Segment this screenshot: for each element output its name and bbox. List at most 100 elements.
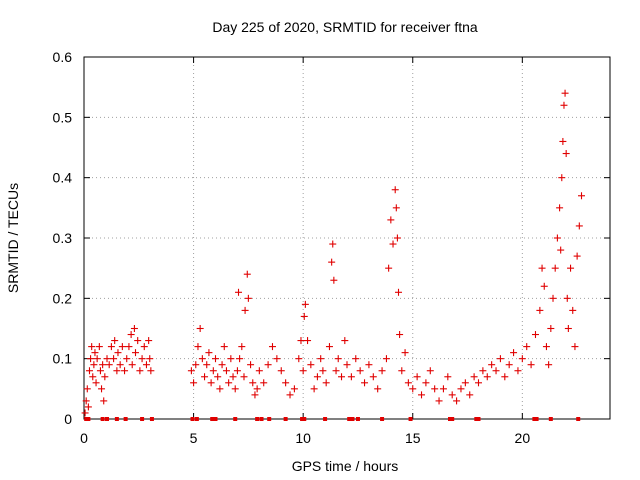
data-point bbox=[222, 367, 230, 375]
data-point bbox=[260, 379, 268, 387]
data-point bbox=[536, 306, 544, 314]
data-point bbox=[573, 252, 581, 260]
data-point bbox=[338, 373, 346, 381]
data-point bbox=[240, 373, 248, 381]
data-point bbox=[190, 379, 198, 387]
data-point bbox=[556, 204, 564, 212]
data-point bbox=[88, 343, 96, 351]
x-tick-label: 5 bbox=[190, 430, 198, 446]
data-point bbox=[466, 391, 474, 399]
data-point bbox=[85, 367, 93, 375]
data-point bbox=[95, 343, 103, 351]
x-tick-label: 20 bbox=[515, 430, 531, 446]
data-point bbox=[89, 373, 97, 381]
x-tick-label: 0 bbox=[80, 430, 88, 446]
data-point bbox=[140, 343, 148, 351]
data-point bbox=[398, 367, 406, 375]
data-point bbox=[299, 367, 307, 375]
data-point bbox=[413, 373, 421, 381]
data-point bbox=[369, 373, 377, 381]
data-points bbox=[81, 89, 586, 421]
data-point bbox=[569, 306, 577, 314]
data-point bbox=[99, 361, 107, 369]
data-point bbox=[253, 385, 261, 393]
data-point bbox=[123, 355, 131, 363]
data-point bbox=[114, 349, 122, 357]
data-point bbox=[205, 349, 213, 357]
data-point bbox=[352, 355, 360, 363]
data-point bbox=[301, 300, 309, 308]
data-point bbox=[551, 264, 559, 272]
x-axis-label: GPS time / hours bbox=[292, 458, 399, 474]
data-point bbox=[231, 385, 239, 393]
data-point bbox=[216, 385, 224, 393]
data-point bbox=[127, 331, 135, 339]
data-point bbox=[393, 234, 401, 242]
data-point bbox=[290, 385, 298, 393]
data-point bbox=[356, 367, 364, 375]
data-point bbox=[510, 349, 518, 357]
data-point bbox=[391, 186, 399, 194]
data-point bbox=[113, 367, 121, 375]
data-point bbox=[264, 361, 272, 369]
data-point bbox=[220, 343, 228, 351]
data-point bbox=[282, 379, 290, 387]
data-point bbox=[514, 367, 522, 375]
data-point bbox=[138, 355, 146, 363]
data-point bbox=[146, 355, 154, 363]
data-point bbox=[479, 367, 487, 375]
data-point bbox=[244, 294, 252, 302]
data-point bbox=[101, 373, 109, 381]
data-point bbox=[203, 361, 211, 369]
data-point bbox=[286, 391, 294, 399]
data-point bbox=[457, 385, 465, 393]
data-point bbox=[538, 264, 546, 272]
y-axis-label: SRMTID / TECUs bbox=[5, 183, 21, 293]
data-point bbox=[322, 379, 330, 387]
data-point bbox=[93, 355, 101, 363]
x-tick-label: 15 bbox=[405, 430, 421, 446]
data-point bbox=[128, 361, 136, 369]
data-point bbox=[82, 397, 90, 405]
data-point bbox=[418, 391, 426, 399]
data-point bbox=[147, 367, 155, 375]
data-point bbox=[325, 343, 333, 351]
data-point bbox=[136, 367, 144, 375]
data-point bbox=[426, 367, 434, 375]
data-point bbox=[332, 367, 340, 375]
data-point bbox=[560, 101, 568, 109]
data-point bbox=[453, 397, 461, 405]
data-point bbox=[201, 373, 209, 381]
data-point bbox=[207, 379, 215, 387]
data-point bbox=[401, 349, 409, 357]
data-point bbox=[389, 240, 397, 248]
data-point bbox=[227, 355, 235, 363]
data-point bbox=[540, 282, 548, 290]
data-point bbox=[475, 379, 482, 387]
data-point bbox=[448, 391, 456, 399]
data-point bbox=[558, 174, 566, 182]
data-point bbox=[549, 294, 557, 302]
data-point bbox=[96, 367, 104, 375]
data-point bbox=[304, 337, 312, 345]
data-point bbox=[557, 246, 565, 254]
grid bbox=[84, 57, 610, 419]
data-point bbox=[116, 361, 124, 369]
data-point bbox=[561, 89, 569, 97]
data-point bbox=[212, 355, 219, 363]
data-point bbox=[564, 325, 572, 332]
data-point bbox=[300, 312, 308, 320]
data-point bbox=[118, 343, 126, 351]
data-point bbox=[238, 343, 246, 351]
data-point bbox=[559, 137, 567, 145]
data-point bbox=[194, 343, 202, 351]
data-point bbox=[273, 355, 281, 363]
y-tick-label: 0.2 bbox=[53, 290, 73, 306]
data-point bbox=[268, 343, 276, 351]
data-point bbox=[334, 355, 342, 363]
data-point bbox=[563, 294, 571, 302]
data-point bbox=[132, 349, 140, 357]
data-point bbox=[341, 337, 349, 345]
data-point bbox=[483, 373, 491, 381]
